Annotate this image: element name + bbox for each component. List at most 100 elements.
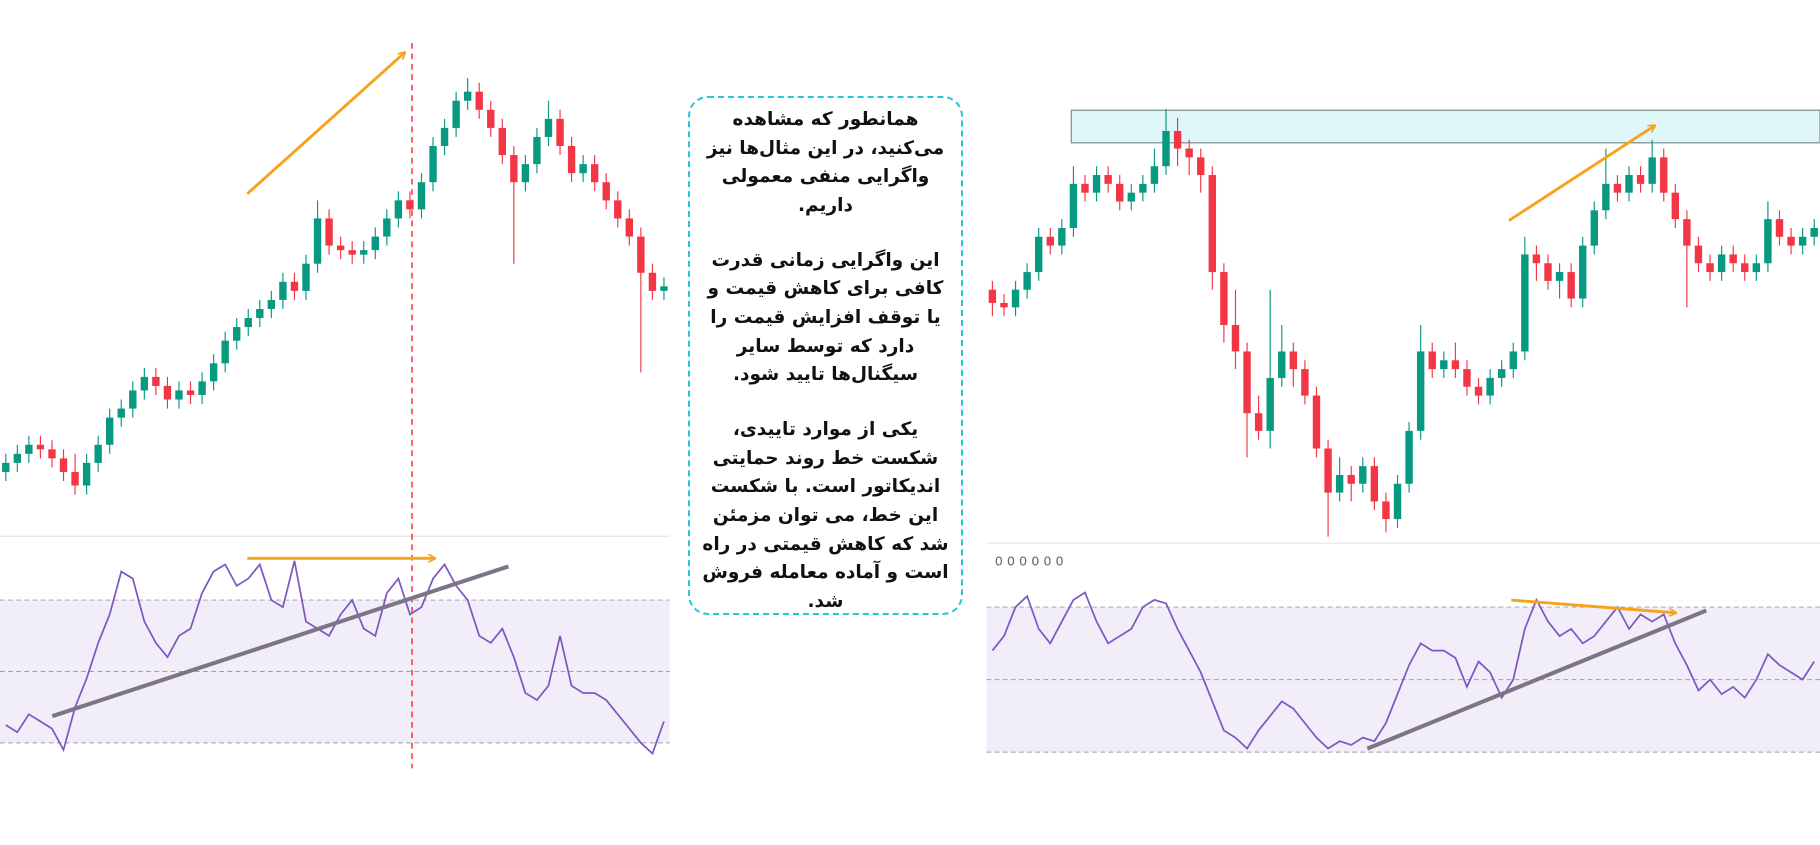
candle-body <box>2 462 10 472</box>
candle-body <box>279 281 287 300</box>
candle-body <box>1486 377 1494 396</box>
candle-body <box>1660 157 1668 193</box>
candle-body <box>348 250 356 255</box>
text-box: همانطور که مشاهده می‌کنید، در این مثال‌ه… <box>688 96 963 615</box>
candle-body <box>1324 448 1332 493</box>
candle-body <box>256 308 264 319</box>
candle-body <box>1509 351 1517 370</box>
candle-body <box>1555 272 1564 281</box>
candle-body <box>25 444 33 454</box>
candle-body <box>475 91 483 110</box>
candle-body <box>1775 219 1784 237</box>
candle-body <box>1266 377 1274 431</box>
candle-body <box>1243 351 1251 414</box>
candle-body <box>198 381 206 395</box>
candle-body <box>1636 175 1645 184</box>
candle-body <box>371 236 379 251</box>
candle-body <box>106 417 114 445</box>
candle-body <box>1312 395 1321 449</box>
candle-body <box>1023 272 1031 290</box>
candle-body <box>140 376 149 391</box>
candle-body <box>1532 254 1541 264</box>
candle-body <box>360 250 368 255</box>
candle-body <box>637 236 645 273</box>
candle-body <box>313 218 322 264</box>
candle-body <box>209 363 218 382</box>
candle-body <box>1497 369 1506 378</box>
candle-body <box>567 146 576 174</box>
candle-body <box>82 462 91 486</box>
indicator-label: 0 0 0 0 0 0 <box>995 554 1064 569</box>
candle-body <box>1000 302 1008 308</box>
candle-body <box>1717 254 1726 273</box>
candle-body <box>1706 263 1714 273</box>
candle-body <box>94 444 102 463</box>
candle-body <box>1579 245 1587 299</box>
candle-body <box>1810 227 1818 237</box>
candle-body <box>1254 413 1263 431</box>
candle-body <box>13 453 22 463</box>
candle-body <box>267 299 276 309</box>
candle-body <box>244 318 252 328</box>
rsi-line <box>991 591 1815 750</box>
candle-body <box>1648 157 1656 184</box>
candle-body <box>1463 369 1471 387</box>
candle-body <box>1139 183 1147 193</box>
candle-body <box>1289 351 1298 370</box>
candle-body <box>1683 219 1691 246</box>
candle-body <box>579 164 587 174</box>
candle-body <box>1567 272 1575 299</box>
candle-body <box>602 182 610 201</box>
candle-body <box>521 164 530 183</box>
rsi-support-line <box>1366 608 1708 751</box>
candle-body <box>1521 254 1529 352</box>
candle-body <box>186 390 195 395</box>
candle-body <box>417 182 426 210</box>
candle-body <box>440 127 449 147</box>
candle-body <box>1752 263 1761 273</box>
candle-body <box>533 136 541 165</box>
candle-body <box>71 471 79 486</box>
candle-body <box>1335 474 1344 493</box>
candle-body <box>394 200 403 219</box>
candle-body <box>498 127 506 156</box>
candle-body <box>1347 474 1355 484</box>
candle-body <box>302 263 310 291</box>
candle-body <box>648 272 657 291</box>
candle-body <box>336 245 345 251</box>
candle-body <box>1393 483 1402 520</box>
price-trend-arrow <box>246 52 405 195</box>
paragraph: یکی از موارد تاییدی، شکست خط روند حمایتی… <box>702 419 949 613</box>
candle-body <box>117 408 125 418</box>
candle-body <box>1058 227 1066 246</box>
candle-body <box>1359 466 1367 484</box>
candle-body <box>1278 351 1286 378</box>
candle-body <box>1416 351 1425 431</box>
rsi-support-line <box>51 564 510 719</box>
candle-body <box>1162 130 1170 167</box>
candle-body <box>1451 360 1460 370</box>
candle-body <box>1034 236 1043 273</box>
resistance-zone <box>1070 109 1820 144</box>
candle-body <box>1671 192 1680 220</box>
candle-body <box>383 218 391 237</box>
candle-body <box>1474 386 1483 396</box>
candle-body <box>614 200 622 219</box>
candle-body <box>1046 236 1054 246</box>
rsi-trend-arrow <box>1511 598 1676 613</box>
candle-body <box>1116 183 1124 202</box>
candle-body <box>452 100 460 128</box>
candle-body <box>1231 325 1240 352</box>
candle-body <box>1173 130 1182 149</box>
candle-body <box>1405 430 1413 484</box>
candle-body <box>1011 289 1020 308</box>
candle-body <box>1544 263 1552 281</box>
candle-body <box>988 289 997 303</box>
candle-body <box>48 449 56 459</box>
candle-body <box>463 91 472 101</box>
candle-body <box>1440 360 1448 370</box>
candle-body <box>429 146 437 183</box>
candle-body <box>544 118 553 137</box>
annotations: 0 0 0 0 0 0 <box>51 42 1708 769</box>
